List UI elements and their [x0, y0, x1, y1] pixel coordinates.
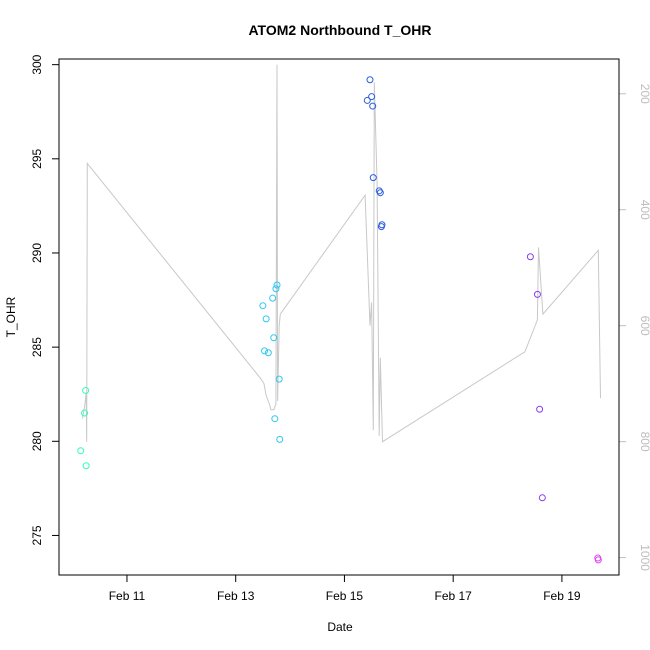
data-point [264, 349, 272, 357]
data-point [273, 281, 281, 289]
y-left-tick-label: 280 [30, 431, 44, 451]
data-point [363, 96, 371, 104]
x-tick-label: Feb 13 [217, 589, 255, 603]
data-point [275, 375, 283, 383]
data-point [536, 405, 544, 413]
series-line [81, 64, 601, 443]
y-left-tick-label: 275 [30, 525, 44, 545]
data-point [366, 76, 374, 84]
data-point [533, 290, 541, 298]
data-point [82, 462, 90, 470]
x-axis-label: Date [327, 620, 353, 634]
data-point [77, 447, 85, 455]
data-point [368, 93, 376, 101]
y-right-tick-label: 200 [638, 84, 650, 104]
y-left-tick-label: 290 [30, 243, 44, 263]
chart-title: ATOM2 Northbound T_OHR [248, 22, 431, 38]
data-point [526, 253, 534, 261]
data-point [378, 221, 386, 229]
y-axis-label: T_OHR [4, 296, 18, 337]
data-point [271, 415, 279, 423]
x-tick-label: Feb 19 [543, 589, 581, 603]
plot-frame [58, 58, 620, 576]
data-point [594, 556, 602, 564]
data-point [261, 347, 269, 355]
data-point [262, 315, 270, 323]
y-right-tick-label: 600 [638, 316, 650, 336]
data-point [272, 285, 280, 293]
data-point [270, 334, 278, 342]
y-left-tick-label: 295 [30, 148, 44, 168]
plot-area: Feb 11 Feb 13 Feb 15 Feb 17 Feb 19 275 280 285 2… [30, 54, 650, 603]
data-point [81, 409, 89, 417]
x-tick-label: Feb 17 [434, 589, 472, 603]
y-left-tick-label: 300 [30, 54, 44, 74]
x-tick-label: Feb 11 [109, 589, 146, 603]
data-point [276, 435, 284, 443]
data-point [259, 302, 267, 310]
y-right-tick-label: 1000 [638, 544, 650, 571]
y-right-tick-label: 400 [638, 200, 650, 220]
y-left-tick-label: 285 [30, 337, 44, 357]
data-point [376, 189, 384, 197]
data-point [369, 102, 377, 110]
data-point [369, 174, 377, 182]
x-tick-label: Feb 15 [326, 589, 364, 603]
y-right-tick-label: 800 [638, 432, 650, 452]
data-point [538, 494, 546, 502]
data-point [82, 386, 90, 394]
data-point [269, 294, 277, 302]
